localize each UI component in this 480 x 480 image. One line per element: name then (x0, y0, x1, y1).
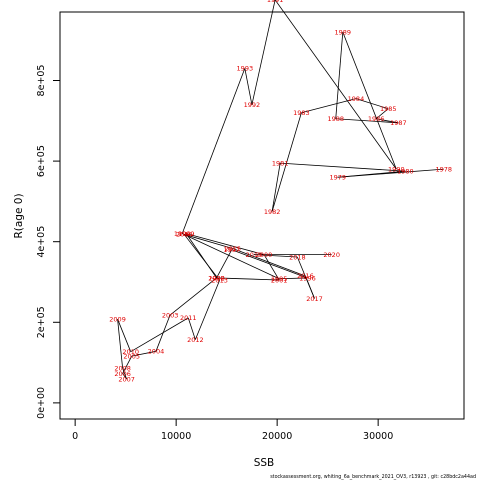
year-label: 1991 (267, 0, 284, 4)
y-tick-label: 2e+05 (36, 306, 47, 338)
path-segment (335, 118, 399, 124)
path-segment (122, 355, 133, 374)
path-segment (274, 0, 397, 170)
year-label: 1990 (388, 165, 405, 173)
path-segment (355, 98, 389, 110)
path-segment (216, 249, 233, 279)
year-label: 1997 (223, 246, 240, 254)
path-segment (184, 234, 233, 249)
y-tick-label: 0e+00 (36, 387, 47, 419)
year-label: 2007 (118, 375, 135, 383)
path-segment (130, 317, 189, 353)
year-label: 2018 (289, 253, 306, 261)
year-label: 2017 (306, 295, 323, 303)
year-label: 1989 (335, 28, 352, 36)
year-label: 2016 (297, 272, 314, 280)
year-label: 2001 (271, 276, 288, 284)
year-label: 2020 (323, 251, 340, 259)
path-segment (376, 118, 399, 124)
year-label: 2004 (148, 348, 165, 356)
year-label: 2012 (187, 336, 204, 344)
y-tick-label: 8e+05 (36, 65, 47, 97)
year-label: 1983 (293, 109, 310, 117)
x-tick-label: 20000 (262, 431, 292, 442)
year-label: 1980 (397, 167, 414, 175)
year-label: 2009 (109, 315, 126, 323)
year-label: 1981 (272, 159, 289, 167)
y-tick-label: 6e+05 (36, 145, 47, 177)
year-label: 1978 (436, 165, 453, 173)
year-label: 2010 (122, 348, 139, 356)
path-segment (187, 317, 196, 340)
x-axis-title: SSB (254, 457, 275, 469)
year-label: 2002 (208, 274, 225, 282)
x-tick-label: 30000 (363, 431, 393, 442)
path-segment (182, 233, 280, 280)
path-segment (335, 32, 344, 119)
path-segment (122, 368, 128, 380)
path-segment (280, 162, 406, 172)
year-label: 2005 (123, 352, 140, 360)
path-segment (117, 319, 124, 369)
path-segment (271, 163, 281, 212)
year-label: 1996 (299, 274, 316, 282)
year-label: 1992 (244, 101, 261, 109)
path-segment (181, 68, 246, 234)
year-label: 1988 (327, 115, 344, 123)
path-segment (375, 108, 389, 120)
recruitment-path (117, 0, 444, 380)
path-segment (232, 248, 306, 277)
y-axis: 0e+00 2e+05 4e+05 6e+05 8e+05 (36, 65, 61, 419)
plot-frame (59, 11, 465, 420)
year-label: 1995 (271, 275, 288, 283)
year-label: 1985 (380, 105, 397, 113)
path-segment (131, 350, 157, 357)
path-segment (301, 98, 357, 114)
year-label: 1982 (264, 208, 281, 216)
x-tick-label: 10000 (161, 431, 191, 442)
path-segment (253, 254, 298, 258)
path-segment (117, 318, 132, 352)
year-label: 2019 (246, 251, 263, 259)
path-segment (244, 68, 253, 105)
year-labels: 1978 1979 1980 1981 1982 1983 1984 1985 1986 1987… (109, 0, 452, 383)
year-label: 1984 (348, 95, 365, 103)
year-label: 2008 (114, 365, 131, 373)
path-segment (251, 0, 276, 105)
year-label: 2011 (180, 314, 197, 322)
year-label: 1987 (390, 119, 407, 127)
year-label: 1999 (178, 230, 195, 238)
path-segment (186, 233, 265, 255)
path-segment (342, 32, 397, 170)
path-segment (183, 234, 220, 281)
y-axis-title: R(age 0) (13, 193, 25, 238)
year-label: 1998 (208, 274, 225, 282)
x-tick-label: 0 (72, 431, 78, 442)
path-segment (337, 170, 406, 178)
year-label: 1994 (174, 230, 191, 238)
year-label: 2000 (256, 251, 273, 259)
path-segment (296, 256, 315, 299)
caption: stockassessment.org, whiting_6a_benchmar… (270, 474, 476, 480)
y-tick-label: 4e+05 (36, 226, 47, 258)
year-label: 2014 (176, 231, 193, 239)
year-label: 2013 (211, 277, 228, 285)
path-segment (185, 233, 217, 279)
path-segment (194, 280, 220, 340)
year-label: 1986 (368, 115, 385, 123)
path-segment (155, 314, 171, 352)
year-label: 2003 (162, 311, 179, 319)
path-segment (271, 112, 302, 212)
path-segment (279, 277, 308, 280)
x-axis: 0 10000 20000 30000 (72, 418, 393, 442)
year-label: 2015 (224, 245, 241, 253)
year-label: 2006 (114, 370, 131, 378)
path-segment (263, 254, 280, 281)
year-label: 1979 (329, 174, 346, 182)
path-segment (216, 277, 280, 281)
path-segment (169, 277, 217, 316)
year-label: 1993 (237, 65, 254, 73)
